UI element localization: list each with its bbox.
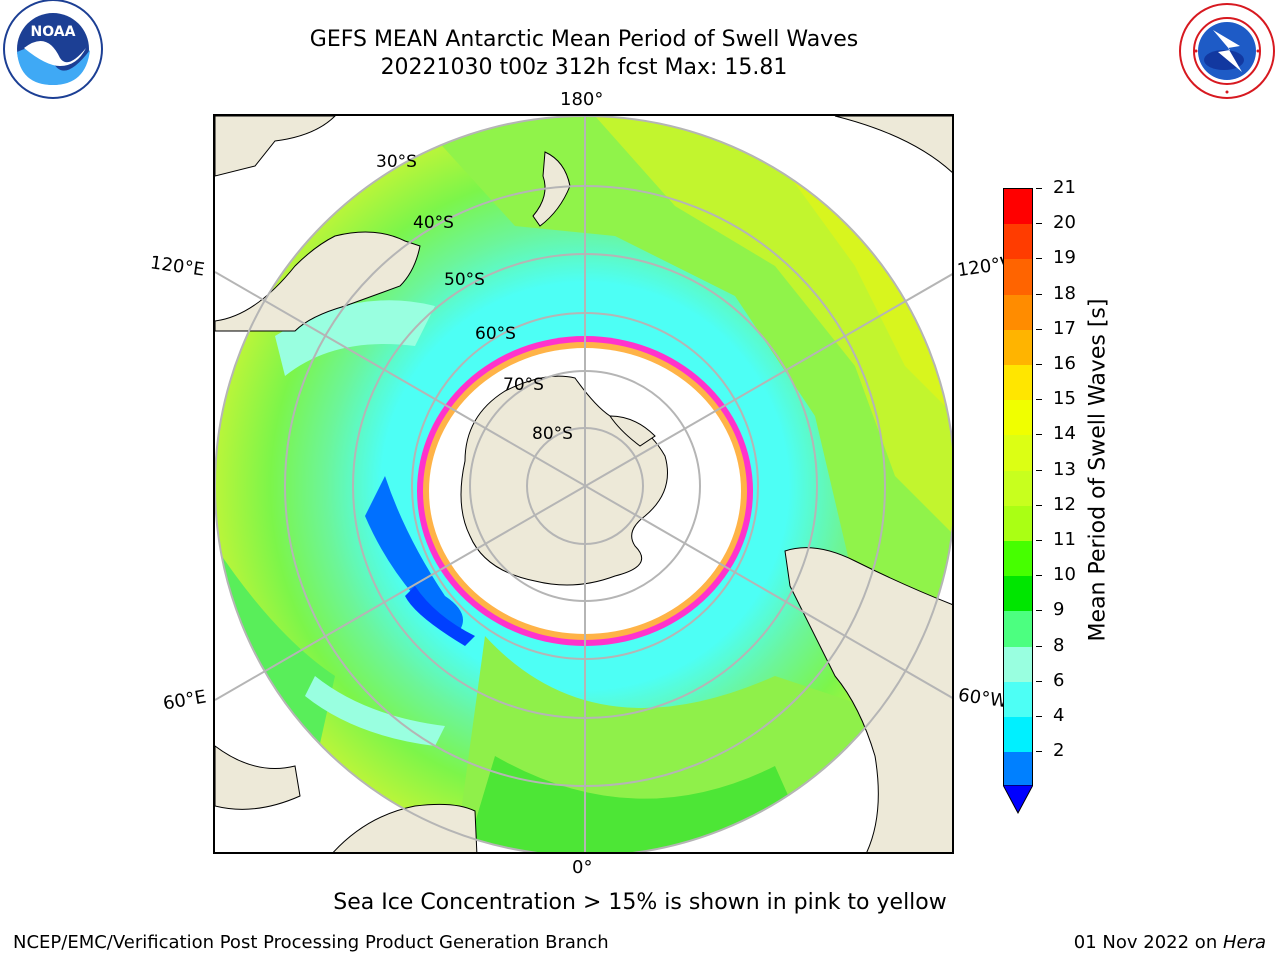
footer-date-text: 01 Nov 2022 on — [1073, 932, 1223, 953]
colorbar-tick-label: 14 — [1053, 423, 1076, 445]
lat-label-30s: 30°S — [376, 152, 417, 172]
colorbar-segment — [1004, 400, 1032, 436]
colorbar-tick-label: 16 — [1053, 353, 1076, 374]
lon-label-120e: 120°E — [148, 252, 206, 281]
colorbar-tick-label: 9 — [1053, 599, 1065, 621]
colorbar-tick — [1036, 575, 1042, 577]
lat-label-60s: 60°S — [475, 324, 516, 344]
colorbar-tick-label: 21 — [1053, 177, 1076, 198]
colorbar-tick-label: 19 — [1053, 247, 1076, 269]
lat-label-40s: 40°S — [413, 213, 454, 233]
colorbar-tick — [1036, 751, 1042, 753]
map-panel — [213, 114, 954, 854]
colorbar-tick — [1036, 469, 1042, 471]
nws-logo — [1178, 2, 1276, 100]
graticule — [215, 116, 952, 852]
colorbar-title: Mean Period of Swell Waves [s] — [1085, 298, 1111, 642]
colorbar-segment — [1004, 294, 1032, 331]
footer-date: 01 Nov 2022 on Hera — [1074, 932, 1266, 953]
lon-label-60w: 60°W — [956, 684, 1009, 713]
colorbar-segment — [1004, 541, 1032, 577]
colorbar-segment — [1004, 752, 1032, 788]
colorbar-tick-label: 2 — [1053, 740, 1065, 762]
colorbar-tick — [1036, 328, 1042, 330]
colorbar-tick-label: 18 — [1053, 282, 1076, 304]
lon-label-0: 0° — [572, 857, 593, 878]
colorbar-segment — [1004, 505, 1032, 542]
lon-label-180: 180° — [560, 89, 604, 110]
colorbar-tick — [1036, 540, 1042, 541]
noaa-logo-text: NOAA — [31, 24, 76, 40]
colorbar-tick — [1036, 610, 1042, 612]
lat-label-50s: 50°S — [444, 270, 485, 290]
lat-label-70s: 70°S — [503, 375, 544, 395]
colorbar-tick — [1036, 434, 1042, 436]
colorbar-tick-label: 12 — [1053, 493, 1076, 515]
colorbar-tick-label: 6 — [1053, 669, 1065, 691]
colorbar-tick-label: 20 — [1053, 212, 1076, 234]
colorbar-tick-label: 11 — [1053, 529, 1076, 550]
colorbar-tick-label: 8 — [1053, 634, 1065, 656]
colorbar-extend-arrow — [1003, 785, 1033, 815]
colorbar-frame — [1003, 188, 1033, 788]
colorbar-tick — [1036, 680, 1042, 682]
colorbar-segment — [1004, 189, 1032, 225]
colorbar-segment — [1004, 681, 1032, 718]
colorbar-segment — [1004, 576, 1032, 612]
footer-credit: NCEP/EMC/Verification Post Processing Pr… — [13, 932, 609, 953]
noaa-logo: NOAA — [2, 0, 104, 102]
colorbar-tick — [1036, 293, 1042, 295]
colorbar-tick — [1036, 716, 1042, 717]
colorbar-segment — [1004, 329, 1032, 366]
colorbar-tick-label: 17 — [1053, 317, 1076, 339]
colorbar-tick-label: 4 — [1053, 705, 1065, 726]
lon-label-60e: 60°E — [161, 686, 208, 715]
colorbar-tick-label: 15 — [1053, 388, 1076, 410]
colorbar-segment — [1004, 224, 1032, 260]
chart-title: GEFS MEAN Antarctic Mean Period of Swell… — [309, 27, 859, 52]
lat-label-80s: 80°S — [532, 424, 573, 444]
colorbar-tick-label: 10 — [1053, 564, 1076, 586]
colorbar-tick — [1036, 504, 1042, 506]
colorbar-segment — [1004, 717, 1032, 753]
colorbar-tick — [1036, 645, 1042, 647]
colorbar-segment — [1004, 435, 1032, 472]
footer-host: Hera — [1222, 932, 1266, 953]
colorbar-tick — [1036, 188, 1042, 189]
colorbar-segment — [1004, 646, 1032, 683]
colorbar-segment — [1004, 611, 1032, 648]
colorbar-tick — [1036, 364, 1042, 365]
colorbar-tick — [1036, 258, 1042, 260]
sea-ice-caption: Sea Ice Concentration > 15% is shown in … — [333, 890, 947, 915]
colorbar-segment — [1004, 365, 1032, 401]
colorbar-tick-label: 13 — [1053, 458, 1076, 480]
colorbar-segment — [1004, 259, 1032, 296]
colorbar-tick — [1036, 223, 1042, 225]
colorbar-segment — [1004, 470, 1032, 507]
chart-subtitle: 20221030 t00z 312h fcst Max: 15.81 — [380, 55, 788, 80]
polar-map — [215, 116, 952, 852]
colorbar-tick — [1036, 399, 1042, 401]
